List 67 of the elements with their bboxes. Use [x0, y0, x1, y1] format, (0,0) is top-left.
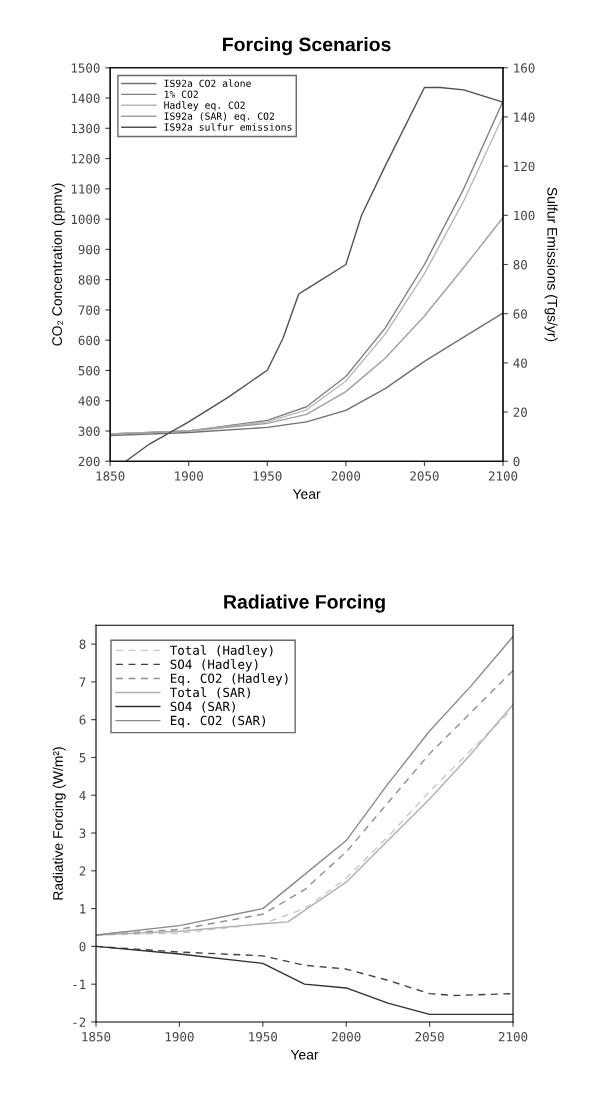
x-tick-label: 2050: [410, 471, 439, 481]
x-tick-label: 2000: [331, 471, 361, 481]
y2-tick-label: 100: [514, 210, 535, 221]
x-tick-label: 1850: [96, 471, 125, 481]
y-tick-label: 1100: [71, 184, 100, 194]
legend-label: IS92a CO2 alone: [164, 79, 251, 88]
y2-tick-label: 20: [513, 407, 527, 418]
x-tick-label: 1950: [249, 1031, 278, 1042]
y-axis-title: CO₂ Concentration (ppmv): [51, 183, 65, 346]
y2-tick-label: 140: [514, 112, 535, 122]
x-tick-label: 1850: [82, 1031, 111, 1042]
x-tick-label: 2100: [488, 471, 518, 481]
y-tick-label: 5: [79, 753, 86, 763]
y-tick-label: 800: [78, 275, 100, 285]
line-series: [110, 216, 504, 435]
legend-label: 1% CO2: [164, 90, 198, 98]
y2-tick-label: 60: [513, 309, 527, 319]
line-series: [96, 945, 514, 1016]
legend-label: SO4 (Hadley): [170, 659, 258, 672]
x-tick-label: 2050: [415, 1031, 444, 1042]
y-tick-label: 6: [79, 715, 86, 725]
legend-label: Total (Hadley): [170, 645, 273, 658]
y-tick-label: 8: [79, 639, 86, 650]
legend-label: SO4 (SAR): [170, 701, 235, 713]
y2-tick-label: 80: [513, 260, 527, 270]
legend-label: Hadley eq. CO2: [164, 101, 245, 111]
x-axis-title: Year: [290, 1049, 319, 1060]
y-axis-title: Radiative Forcing (W/m²): [52, 747, 66, 900]
y-tick-label: 1500: [71, 63, 100, 73]
y-tick-label: 2: [79, 866, 86, 876]
legend-label: IS92a sulfur emissions: [164, 123, 292, 131]
y-tick-label: 1200: [71, 154, 100, 164]
y-tick-label: 1000: [71, 214, 100, 225]
y-tick-label: 1: [80, 904, 86, 914]
chart-title: Radiative Forcing: [224, 594, 385, 613]
y-tick-label: 200: [78, 456, 100, 467]
y-tick-label: 4: [79, 790, 86, 801]
x-tick-label: 1900: [175, 471, 203, 481]
y-tick-label: 3: [79, 828, 86, 838]
x-tick-label: 1900: [165, 1031, 194, 1042]
y-tick-label: 0: [79, 941, 86, 952]
legend-label: Eq. CO2 (Hadley): [170, 673, 288, 686]
y2-tick-label: 160: [514, 63, 535, 73]
x-tick-label: 1950: [253, 471, 282, 481]
legend-label: IS92a (SAR) eq. CO2: [164, 112, 274, 122]
chart-title: Forcing Scenarios: [223, 37, 391, 56]
y-tick-label: 600: [78, 335, 100, 346]
y-tick-label: 900: [78, 244, 100, 255]
legend-label: Eq. CO2 (SAR): [170, 715, 265, 728]
y2-tick-label: 120: [514, 161, 535, 172]
y-tick-label: -1: [73, 979, 86, 989]
y-tick-label: -2: [73, 1017, 86, 1027]
y2-tick-label: 0: [513, 456, 520, 467]
line-series: [110, 312, 504, 437]
y-tick-label: 500: [78, 365, 100, 376]
x-tick-label: 2100: [498, 1031, 528, 1042]
y-tick-label: 300: [78, 426, 100, 436]
y-tick-label: 1300: [71, 123, 100, 134]
y2-tick-label: 40: [513, 358, 527, 368]
y-tick-label: 700: [78, 305, 100, 315]
x-axis-title: Year: [292, 489, 321, 499]
x-tick-label: 2000: [332, 1031, 361, 1042]
y-tick-label: 1400: [71, 93, 100, 103]
y-tick-label: 7: [79, 677, 86, 687]
y2-axis-title: Sulfur Emissions (Tgs/yr): [544, 187, 558, 342]
y-tick-label: 400: [78, 396, 100, 406]
legend-label: Total (SAR): [170, 687, 250, 699]
